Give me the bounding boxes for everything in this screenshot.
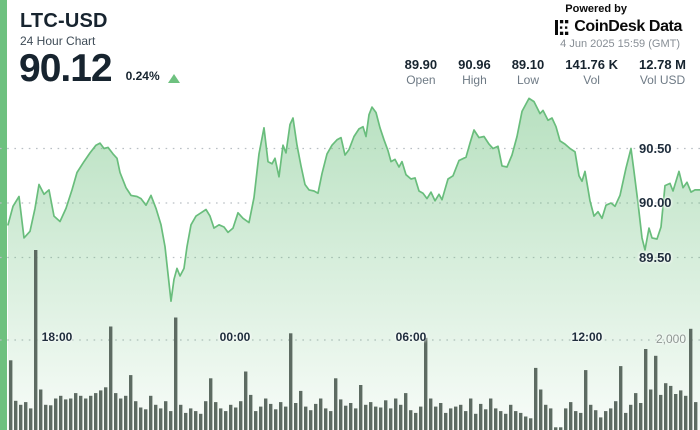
stat-value: 141.76 K <box>565 57 619 72</box>
stat-high: 90.96 High <box>458 57 491 87</box>
stat-label: Low <box>516 73 539 87</box>
stat-open: 89.90 Open <box>405 57 438 87</box>
powered-by-label: Powered by <box>565 3 628 15</box>
stats-row: 89.90 Open 90.96 High 89.10 Low 141.76 K… <box>405 57 686 87</box>
stat-value: 89.90 <box>404 57 438 72</box>
stat-label: Vol <box>583 73 600 87</box>
timestamp: 4 Jun 2025 15:59 (GMT) <box>560 38 680 50</box>
up-arrow-icon <box>167 74 180 83</box>
stat-value: 89.10 <box>511 57 545 72</box>
x-axis-label: 18:00 <box>41 330 73 344</box>
price-row: 90.12 0.24% <box>19 49 180 88</box>
coindesk-logo-icon <box>555 19 569 35</box>
stat-label: High <box>462 73 487 87</box>
current-price: 90.12 <box>19 47 113 90</box>
x-axis-label: 12:00 <box>571 330 603 344</box>
chart-subtitle: 24 Hour Chart <box>20 34 96 48</box>
stat-value: 12.78 M <box>639 57 686 72</box>
y-axis-label: 90.50 <box>639 140 672 156</box>
volume-axis-label: 2,000 <box>656 332 687 346</box>
price-area-group <box>7 97 700 430</box>
x-axis-label: 00:00 <box>219 330 251 344</box>
change-percent: 0.24% <box>125 69 160 83</box>
stat-value: 90.96 <box>458 57 491 72</box>
stat-label: Vol USD <box>639 73 686 87</box>
accent-bar <box>0 0 7 430</box>
symbol-title: LTC-USD <box>20 10 108 32</box>
stat-label: Open <box>406 73 436 87</box>
brand-name: CoinDesk Data <box>574 18 682 35</box>
y-axis-label: 89.50 <box>639 249 672 265</box>
volume-bars-group <box>9 250 698 430</box>
stat-vol-usd: 12.78 M Vol USD <box>639 57 686 87</box>
x-axis-label: 06:00 <box>395 330 427 344</box>
stat-vol: 141.76 K Vol <box>565 57 618 87</box>
branding-block[interactable]: Powered by CoinDesk Data 4 Jun 2025 15:5… <box>555 3 682 50</box>
y-axis-label: 90.00 <box>639 195 672 210</box>
stat-low: 89.10 Low <box>512 57 545 87</box>
brand-row[interactable]: CoinDesk Data <box>555 18 682 36</box>
